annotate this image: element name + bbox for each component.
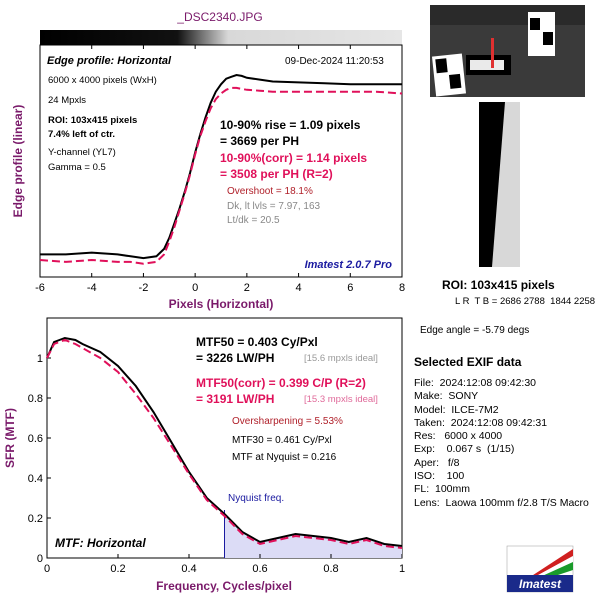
edge-channel: Y-channel (YL7) (48, 147, 116, 158)
rise-line-1: 10-90% rise = 1.09 pixels (220, 118, 361, 132)
edge-timestamp: 09-Dec-2024 11:20:53 (285, 56, 384, 67)
edge-x-ticks: -6 -4 -2 0 2 4 6 8 (35, 45, 405, 294)
mtf-y-axis-label: SFR (MTF) (3, 408, 17, 468)
dk-lt-text: Dk, lt lvls = 7.97, 163 (227, 201, 321, 212)
lt-dk-text: Lt/dk = 20.5 (227, 215, 280, 226)
mtf50-line-1: MTF50 = 0.403 Cy/Pxl (196, 335, 318, 349)
mtf50-ideal: [15.6 mpxls ideal] (304, 353, 378, 364)
mtf-x-tick-label: 0.8 (323, 563, 338, 575)
edge-x-tick-label: 2 (244, 282, 250, 294)
exif-list: File: 2024:12:08 09:42:30 Make: SONY Mod… (414, 377, 589, 510)
mtf-x-tick-label: 0.2 (110, 563, 125, 575)
roi-coords: L R T B = 2686 2788 1844 2258 (455, 296, 596, 307)
logo-text: Imatest (519, 577, 562, 591)
edge-x-tick-label: -2 (139, 282, 149, 294)
edge-series-group (39, 73, 403, 265)
mtf-nyquist-text: MTF at Nyquist = 0.216 (232, 452, 337, 463)
corr-line-2: = 3508 per PH (R=2) (220, 167, 333, 181)
edge-roi: ROI: 103x415 pixels (48, 115, 137, 126)
exif-model: Model: ILCE-7M2 (414, 403, 499, 416)
oversharpening-text: Oversharpening = 5.53% (232, 416, 343, 427)
mtf-y-tick-label: 0.8 (28, 393, 43, 405)
exif-fl: FL: 100mm (414, 483, 471, 496)
edge-info-mp: 24 Mpxls (48, 95, 86, 106)
overshoot-text: Overshoot = 18.1% (227, 186, 313, 197)
gray-gradient-strip (40, 30, 402, 45)
mtf-x-tick-label: 0.6 (252, 563, 267, 575)
mtf-series-group (46, 336, 403, 549)
edge-x-tick-label: -4 (87, 282, 97, 294)
mtf-series-measured (46, 336, 403, 547)
edge-x-tick-label: 8 (399, 282, 405, 294)
mtf-ticks: 0 0.2 0.4 0.6 0.8 1 0 0.2 0.4 0.6 0.8 1 (28, 353, 405, 575)
edge-y-axis-label: Edge profile (linear) (11, 105, 25, 218)
target-thumbnail (430, 5, 585, 97)
edge-title: Edge profile: Horizontal (47, 55, 172, 67)
mtf-x-tick-label: 0.4 (181, 563, 196, 575)
mtf50corr-line-2: = 3191 LW/PH (196, 392, 274, 406)
exif-exp: Exp: 0.067 s (1/15) (414, 443, 515, 456)
edge-x-tick-label: 0 (192, 282, 198, 294)
mtf-x-tick-label: 0 (44, 563, 50, 575)
mtf-series-corrected (46, 338, 403, 549)
mtf-x-axis-label: Frequency, Cycles/pixel (156, 579, 292, 593)
exif-make: Make: SONY (414, 390, 479, 403)
exif-file: File: 2024:12:08 09:42:30 (414, 377, 537, 389)
edge-angle: Edge angle = -5.79 degs (420, 325, 530, 336)
edge-roi-pos: 7.4% left of ctr. (48, 129, 115, 140)
mtf30-text: MTF30 = 0.461 Cy/Pxl (232, 435, 332, 446)
mtf-y-tick-label: 1 (37, 353, 43, 365)
edge-x-tick-label: 4 (296, 282, 302, 294)
edge-series-corrected (39, 86, 403, 265)
mtf-y-tick-label: 0.2 (28, 513, 43, 525)
mtf50-line-2: = 3226 LW/PH (196, 351, 274, 365)
imatest-logo: Imatest (506, 545, 574, 593)
exif-aper: Aper: f/8 (414, 456, 460, 469)
edge-series-measured (40, 73, 402, 260)
edge-gamma: Gamma = 0.5 (48, 162, 106, 173)
version-text: Imatest 2.0.7 Pro (305, 259, 393, 271)
corr-ideal: [15.3 mpxls ideal] (304, 394, 378, 405)
exif-lens: Lens: Laowa 100mm f/2.8 T/S Macro (414, 496, 589, 509)
mtf-y-tick-label: 0.6 (28, 433, 43, 445)
exif-iso: ISO: 100 (414, 470, 465, 483)
corr-line-1: 10-90%(corr) = 1.14 pixels (220, 151, 367, 165)
mtf50corr-line-1: MTF50(corr) = 0.399 C/P (R=2) (196, 376, 366, 390)
edge-x-tick-label: -6 (35, 282, 45, 294)
edge-info-res: 6000 x 4000 pixels (WxH) (48, 75, 157, 86)
file-title: _DSC2340.JPG (176, 10, 262, 24)
mtf-title: MTF: Horizontal (55, 536, 146, 550)
edge-x-axis-label: Pixels (Horizontal) (169, 297, 274, 311)
exif-title: Selected EXIF data (414, 355, 522, 369)
mtf-y-tick-label: 0 (37, 553, 43, 565)
roi-crop-image (479, 102, 520, 267)
edge-x-tick-label: 6 (347, 282, 353, 294)
nyquist-label: Nyquist freq. (228, 493, 284, 504)
mtf-x-tick-label: 1 (399, 563, 405, 575)
exif-res: Res: 6000 x 4000 (414, 430, 503, 443)
mtf-y-tick-label: 0.4 (28, 473, 43, 485)
exif-taken: Taken: 2024:12:08 09:42:31 (414, 416, 548, 429)
roi-title: ROI: 103x415 pixels (442, 278, 555, 292)
rise-line-2: = 3669 per PH (220, 134, 299, 148)
